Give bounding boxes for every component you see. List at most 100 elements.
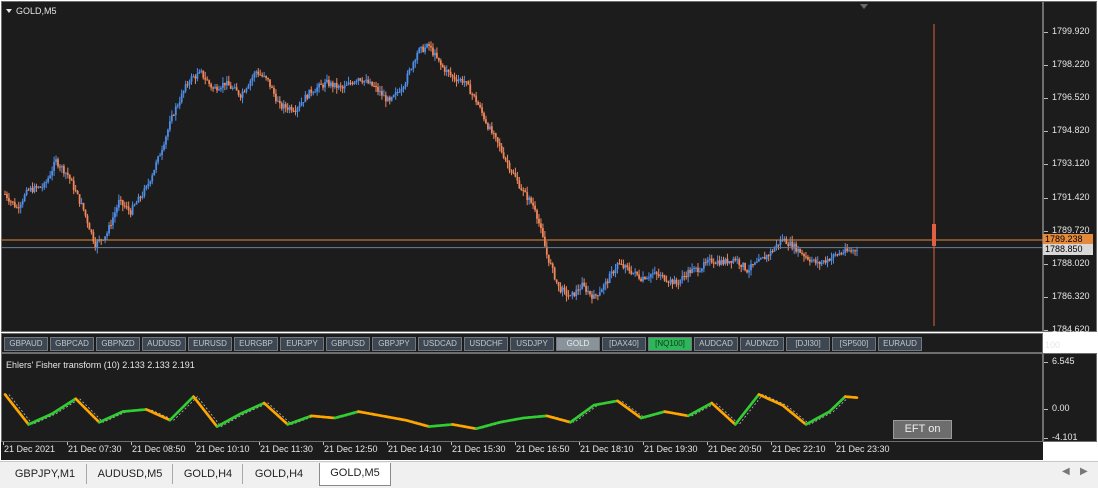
candle: [776, 240, 778, 250]
symbol-button-gbpcad[interactable]: GBPCAD: [50, 337, 94, 351]
candle: [467, 80, 469, 85]
shift-marker-icon[interactable]: [860, 4, 868, 9]
candle: [573, 292, 575, 297]
candle: [501, 143, 503, 153]
candle: [397, 89, 399, 96]
symbol-button-euraud[interactable]: EURAUD: [878, 337, 922, 351]
candle: [118, 195, 120, 211]
candle: [609, 271, 611, 283]
tab-gold-m5[interactable]: GOLD,M5: [319, 463, 391, 486]
symbol-button-eurusd[interactable]: EURUSD: [188, 337, 232, 351]
candle: [195, 74, 197, 84]
candle: [713, 258, 715, 268]
symbol-button-sp500[interactable]: [SP500]: [832, 337, 876, 351]
right-arrow-icon[interactable]: ▶: [1080, 466, 1088, 477]
candle: [628, 262, 630, 273]
indicator-axis-label: 0.00: [1052, 403, 1070, 413]
tab-gold-h4-2[interactable]: GOLD,H4: [244, 464, 314, 484]
candle: [342, 85, 344, 93]
symbol-button-nq100[interactable]: [NQ100]: [648, 337, 692, 351]
symbol-button-audnzd[interactable]: AUDNZD: [740, 337, 784, 351]
candle: [277, 96, 279, 101]
symbol-button-usdcad[interactable]: USDCAD: [418, 337, 462, 351]
tab-gold-h4[interactable]: GOLD,H4: [174, 464, 243, 484]
candle: [67, 168, 69, 179]
price-axis-label: 1786.320: [1052, 291, 1090, 301]
time-axis-label: 21 Dec 15:30: [452, 444, 506, 454]
candle: [301, 98, 303, 107]
symbol-button-gbpjpy[interactable]: GBPJPY: [372, 337, 416, 351]
candle: [438, 58, 440, 63]
symbol-button-dax40[interactable]: [DAX40]: [602, 337, 646, 351]
candle: [579, 284, 581, 294]
candle: [328, 76, 330, 88]
candle: [414, 59, 416, 68]
candle: [22, 199, 24, 208]
candle: [772, 249, 774, 253]
candle: [725, 258, 727, 266]
symbol-button-audcad[interactable]: AUDCAD: [694, 337, 738, 351]
candle: [577, 284, 579, 294]
dropdown-triangle-icon[interactable]: [6, 9, 12, 13]
candle: [246, 88, 248, 94]
symbol-button-usdjpy[interactable]: USDJPY: [510, 337, 554, 351]
candle: [831, 253, 833, 265]
candle: [8, 193, 10, 205]
candle: [723, 257, 725, 266]
candle: [344, 81, 346, 93]
symbol-button-gbpusd[interactable]: GBPUSD: [326, 337, 370, 351]
left-arrow-icon[interactable]: ◀: [1062, 466, 1070, 477]
fisher-indicator-pane[interactable]: Ehlers' Fisher transform (10) 2.133 2.13…: [1, 353, 1043, 442]
candle: [542, 224, 544, 239]
tab-audusd-m5[interactable]: AUDUSD,M5: [88, 464, 173, 484]
candle: [642, 271, 644, 282]
symbol-button-dji30[interactable]: [DJI30]: [786, 337, 830, 351]
price-chart-pane[interactable]: GOLD,M5: [1, 1, 1043, 332]
candle: [147, 179, 149, 190]
candle: [14, 198, 16, 208]
candle: [293, 108, 295, 113]
candle: [813, 259, 815, 263]
candle: [827, 256, 829, 267]
candle: [273, 85, 275, 97]
tab-gbpjpy-m1[interactable]: GBPJPY,M1: [4, 464, 87, 484]
candle: [4, 191, 6, 195]
symbol-button-gbpaud[interactable]: GBPAUD: [4, 337, 48, 351]
symbol-button-gold[interactable]: GOLD: [556, 337, 600, 351]
candle: [564, 284, 566, 294]
eft-toggle-button[interactable]: EFT on: [893, 420, 952, 439]
candle: [407, 70, 409, 86]
candle: [128, 201, 130, 214]
candle: [340, 82, 342, 91]
candle: [766, 254, 768, 262]
candle: [591, 291, 593, 304]
candle: [320, 80, 322, 85]
candle: [346, 81, 348, 86]
candle: [157, 156, 159, 165]
symbol-button-eurgbp[interactable]: EURGBP: [234, 337, 278, 351]
candle: [677, 280, 679, 290]
candle: [746, 269, 748, 273]
candle: [505, 157, 507, 162]
candle: [112, 212, 114, 229]
candle: [621, 260, 623, 266]
candle: [556, 279, 558, 284]
candle: [819, 261, 821, 270]
price-axis-tick: [1044, 32, 1048, 33]
candle: [752, 264, 754, 268]
symbol-button-audusd[interactable]: AUDUSD: [142, 337, 186, 351]
candle: [175, 103, 177, 121]
symbol-button-usdchf[interactable]: USDCHF: [464, 337, 508, 351]
candle: [387, 96, 389, 102]
symbol-button-eurjpy[interactable]: EURJPY: [280, 337, 324, 351]
candle: [208, 79, 210, 86]
candle: [51, 166, 53, 180]
symbol-button-gbpnzd[interactable]: GBPNZD: [96, 337, 140, 351]
marker-handle[interactable]: [932, 224, 936, 246]
candle: [43, 181, 45, 190]
candle: [61, 165, 63, 173]
candle: [302, 102, 304, 107]
candle: [259, 70, 261, 76]
candle: [842, 250, 844, 256]
